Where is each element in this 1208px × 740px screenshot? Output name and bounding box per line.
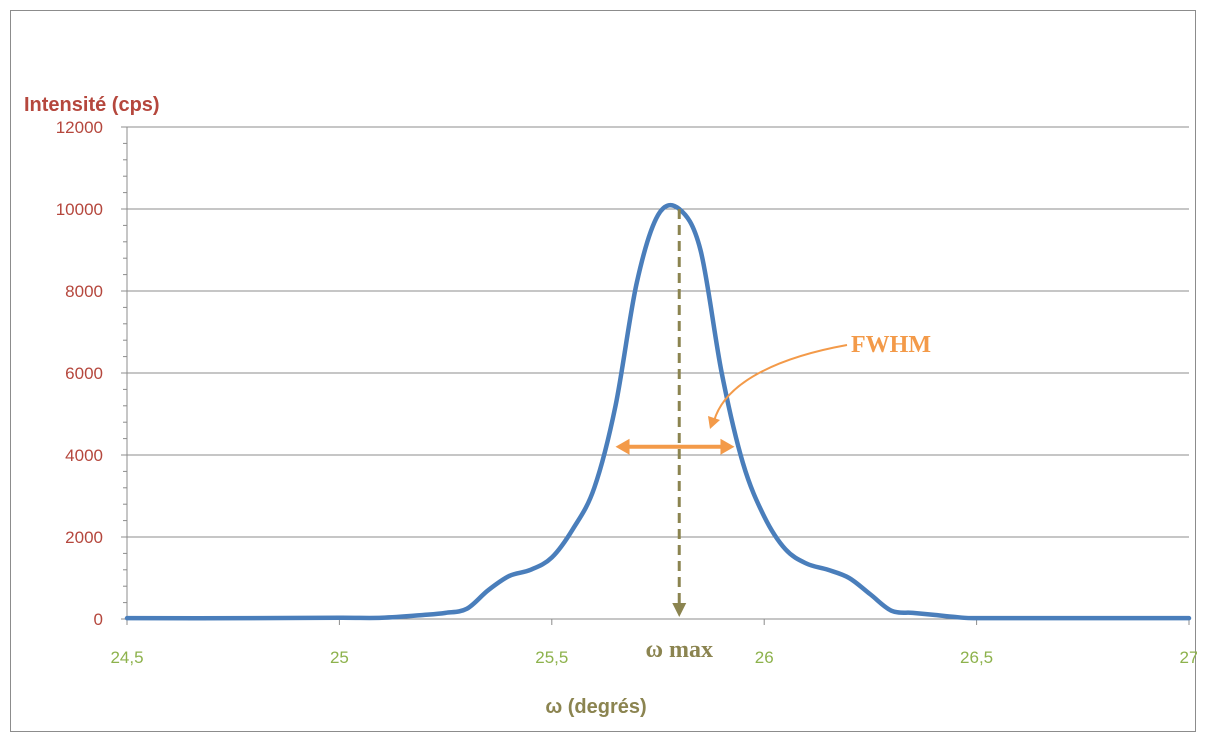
y-tick-label: 12000: [56, 118, 103, 137]
data-series: [124, 202, 1192, 621]
y-tick-label: 0: [94, 610, 103, 629]
chart-svg: 0 2000 4000 6000 8000 10000 12000 24,5 25 25,5 26…: [24, 94, 1197, 718]
y-tick-label: 4000: [65, 446, 103, 465]
y-tick-label: 2000: [65, 528, 103, 547]
x-axis-title: ω (degrés): [545, 696, 646, 718]
y-tick-label: 8000: [65, 282, 103, 301]
fwhm-arrowhead-right: [720, 438, 735, 455]
fwhm-arrowhead-left: [615, 438, 630, 455]
x-tick-label: 27: [1180, 648, 1197, 667]
omega-max-label: ω max: [645, 637, 713, 663]
x-tick-label: 26: [755, 648, 774, 667]
omega-max-arrowhead: [672, 603, 687, 617]
chart-frame: 0 2000 4000 6000 8000 10000 12000 24,5 25 25,5 26…: [10, 10, 1197, 732]
y-axis-title: Intensité (cps): [24, 94, 160, 116]
y-tick-label: 6000: [65, 364, 103, 383]
fwhm-pointer-curve: [713, 344, 848, 422]
gridlines: [127, 126, 1189, 538]
y-tick-labels: 0 2000 4000 6000 8000 10000 12000: [56, 118, 103, 629]
x-tick-label: 26,5: [960, 648, 993, 667]
intensity-curve: [124, 202, 1192, 621]
x-tick-label: 24,5: [110, 648, 143, 667]
x-tick-labels: 24,5 25 25,5 26 26,5 27: [110, 648, 1197, 667]
axes: [121, 126, 1190, 625]
y-tick-label: 10000: [56, 200, 103, 219]
fwhm-pointer-arrowhead: [708, 416, 720, 429]
x-tick-label: 25,5: [535, 648, 568, 667]
fwhm-label: FWHM: [851, 332, 931, 358]
x-tick-label: 25: [330, 648, 349, 667]
annotations: ω max FWHM: [615, 209, 931, 663]
